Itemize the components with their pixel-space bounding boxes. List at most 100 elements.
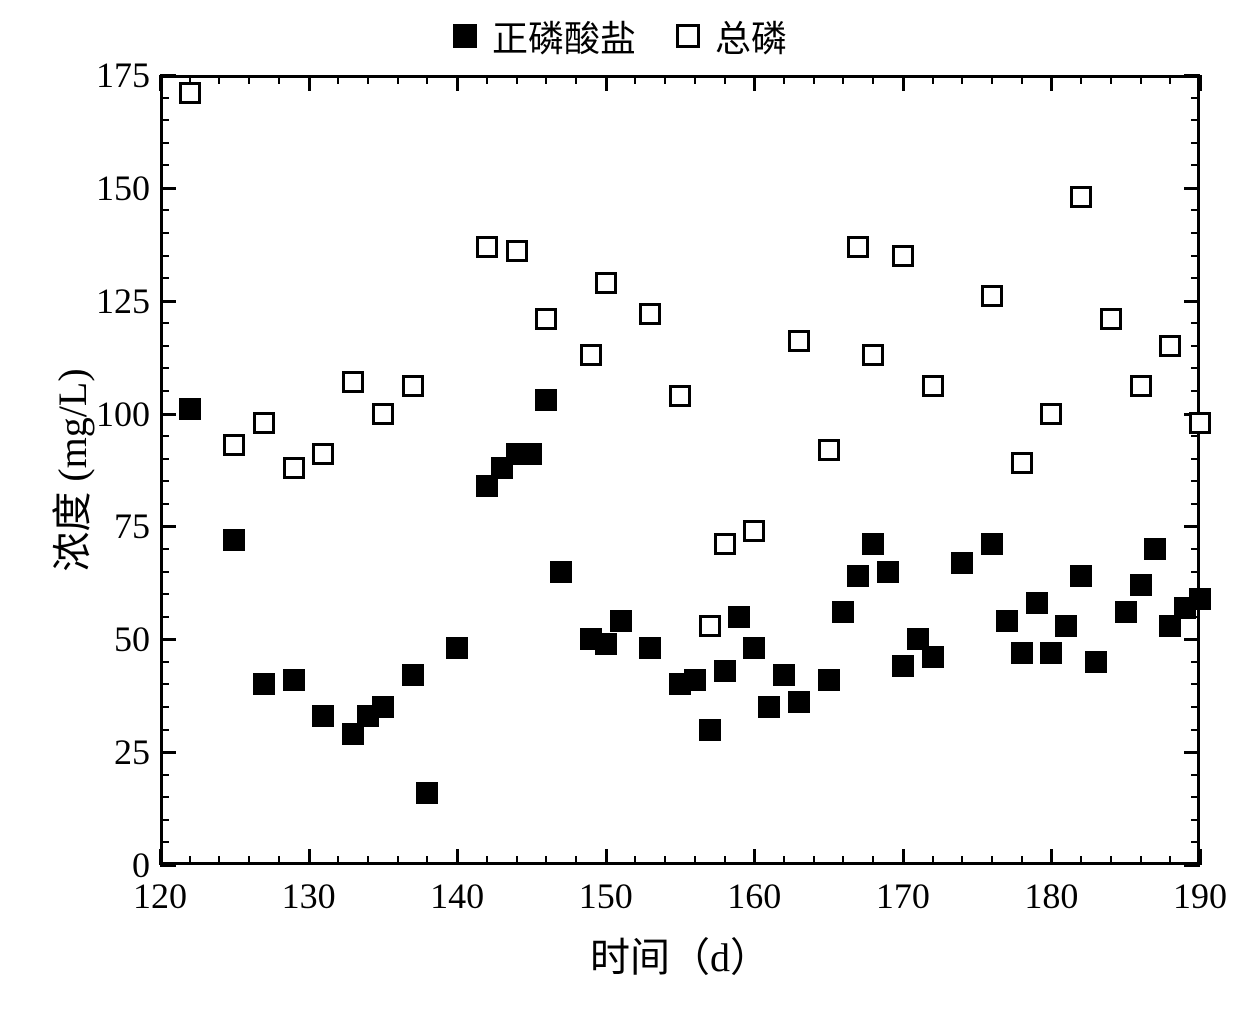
data-point-total-p [981, 285, 1003, 307]
y-minor-tick [1191, 683, 1200, 685]
y-minor-tick [160, 435, 169, 437]
data-point-total-p [1159, 335, 1181, 357]
x-minor-tick [545, 856, 547, 865]
x-tick [1050, 75, 1053, 91]
x-minor-tick [516, 856, 518, 865]
x-minor-tick [278, 856, 280, 865]
y-minor-tick [1191, 390, 1200, 392]
data-point-total-p [223, 434, 245, 456]
data-point-phosphate [951, 552, 973, 574]
open-square-icon [676, 24, 700, 48]
y-minor-tick [1191, 841, 1200, 843]
data-point-phosphate [1115, 601, 1137, 623]
y-tick [1184, 525, 1200, 528]
data-point-phosphate [862, 533, 884, 555]
data-point-phosphate [996, 610, 1018, 632]
y-tick [1184, 300, 1200, 303]
y-tick [1184, 638, 1200, 641]
plot-area [160, 75, 1200, 865]
x-minor-tick [367, 75, 369, 84]
x-minor-tick [486, 856, 488, 865]
x-minor-tick [783, 75, 785, 84]
x-minor-tick [991, 856, 993, 865]
data-point-total-p [1040, 403, 1062, 425]
data-point-total-p [669, 385, 691, 407]
data-point-phosphate [818, 669, 840, 691]
x-tick [605, 849, 608, 865]
x-minor-tick [337, 856, 339, 865]
legend-item-total-p: 总磷 [676, 10, 787, 62]
data-point-phosphate [877, 561, 899, 583]
y-minor-tick [160, 322, 169, 324]
y-minor-tick [160, 97, 169, 99]
x-minor-tick [634, 856, 636, 865]
legend-item-phosphate: 正磷酸盐 [453, 10, 636, 62]
data-point-phosphate [743, 637, 765, 659]
data-point-phosphate [372, 696, 394, 718]
data-point-phosphate [847, 565, 869, 587]
data-point-total-p [892, 245, 914, 267]
y-minor-tick [1191, 661, 1200, 663]
x-minor-tick [248, 75, 250, 84]
x-minor-tick [1140, 856, 1142, 865]
y-minor-tick [160, 774, 169, 776]
x-minor-tick [664, 75, 666, 84]
y-minor-tick [1191, 480, 1200, 482]
y-minor-tick [160, 729, 169, 731]
data-point-phosphate [1189, 588, 1211, 610]
x-minor-tick [218, 75, 220, 84]
data-point-total-p [862, 344, 884, 366]
y-tick [160, 413, 176, 416]
y-minor-tick [1191, 119, 1200, 121]
data-point-total-p [535, 308, 557, 330]
data-point-total-p [788, 330, 810, 352]
y-minor-tick [1191, 164, 1200, 166]
x-minor-tick [575, 75, 577, 84]
data-point-phosphate [1085, 651, 1107, 673]
y-minor-tick [1191, 255, 1200, 257]
data-point-total-p [922, 375, 944, 397]
x-tick-label: 120 [133, 875, 187, 917]
y-minor-tick [160, 593, 169, 595]
data-point-phosphate [892, 655, 914, 677]
y-tick [1184, 187, 1200, 190]
x-minor-tick [842, 75, 844, 84]
data-point-phosphate [728, 606, 750, 628]
x-tick-label: 130 [282, 875, 336, 917]
data-point-phosphate [788, 691, 810, 713]
data-point-phosphate [253, 673, 275, 695]
data-point-phosphate [714, 660, 736, 682]
y-minor-tick [160, 232, 169, 234]
y-minor-tick [1191, 367, 1200, 369]
legend-label-phosphate: 正磷酸盐 [492, 10, 636, 62]
x-minor-tick [991, 75, 993, 84]
data-point-phosphate [773, 664, 795, 686]
data-point-phosphate [520, 443, 542, 465]
scatter-chart: 正磷酸盐 总磷 浓度 (mg/L) 时间（d） 0255075100125150… [0, 0, 1240, 1015]
y-minor-tick [160, 480, 169, 482]
x-tick [902, 75, 905, 91]
y-minor-tick [160, 277, 169, 279]
y-minor-tick [160, 142, 169, 144]
data-point-total-p [714, 533, 736, 555]
x-minor-tick [961, 856, 963, 865]
data-point-total-p [1100, 308, 1122, 330]
x-minor-tick [1080, 856, 1082, 865]
data-point-phosphate [595, 633, 617, 655]
y-minor-tick [1191, 435, 1200, 437]
data-point-phosphate [402, 664, 424, 686]
x-minor-tick [842, 856, 844, 865]
y-tick [1184, 74, 1200, 77]
x-minor-tick [813, 856, 815, 865]
data-point-total-p [253, 412, 275, 434]
x-minor-tick [664, 856, 666, 865]
y-minor-tick [1191, 706, 1200, 708]
data-point-total-p [506, 240, 528, 262]
y-minor-tick [160, 209, 169, 211]
data-point-phosphate [416, 782, 438, 804]
y-minor-tick [160, 255, 169, 257]
x-tick [456, 75, 459, 91]
y-minor-tick [160, 345, 169, 347]
x-tick [1199, 849, 1202, 865]
y-minor-tick [1191, 232, 1200, 234]
